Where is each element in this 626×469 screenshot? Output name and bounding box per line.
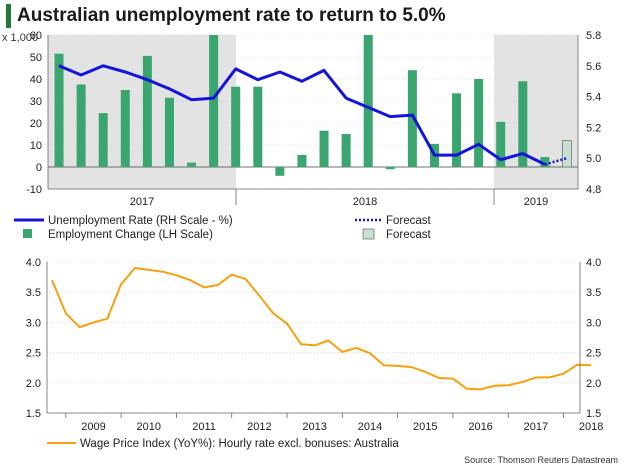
right-tick-label: 5.4 [586, 92, 601, 104]
employment-bar [452, 93, 462, 167]
employment-bar [474, 79, 484, 167]
title-accent-bar [6, 4, 11, 28]
right-tick-label: 5.2 [586, 122, 601, 134]
right-tick-label: 4.0 [586, 257, 601, 269]
year-label: 2017 [130, 196, 154, 208]
unemployment-chart: x 1,000 60 50 40 30 20 10 0 -10 5.8 5.6 5.4 5.2 5.0 4… [2, 30, 601, 241]
year-label: 2015 [413, 421, 437, 433]
right-tick-label: 2.0 [586, 378, 601, 390]
employment-bar [54, 53, 64, 168]
wage-price-line [51, 267, 592, 391]
chart-title: Australian unemployment rate to return t… [17, 5, 446, 26]
legend-swatch-employment [23, 229, 32, 238]
left-tick-label: 3.0 [26, 317, 41, 329]
legend-label-forecast-bar: Forecast [386, 229, 432, 241]
left-tick-label: 10 [30, 140, 42, 152]
shade-2017 [48, 35, 236, 189]
employment-bar [385, 167, 395, 170]
legend-swatch-forecast-bar [362, 228, 375, 240]
employment-bar [164, 97, 174, 167]
employment-bar [231, 86, 241, 167]
employment-bar [363, 35, 373, 167]
employment-bar [76, 84, 86, 167]
right-tick-label: 3.0 [586, 317, 601, 329]
year-label: 2010 [137, 421, 161, 433]
left-tick-label: 50 [30, 52, 42, 64]
left-tick-label: 40 [30, 74, 42, 86]
year-label: 2018 [579, 421, 603, 433]
left-tick-label: 20 [30, 118, 42, 130]
year-label: 2013 [302, 421, 326, 433]
right-tick-label: 1.5 [586, 408, 601, 420]
legend: Wage Price Index (YoY%): Hourly rate exc… [47, 438, 399, 450]
wage-chart: 4.0 3.5 3.0 2.5 2.0 1.5 4.0 3.5 3.0 2.5 2.0 1.5 2009… [26, 257, 604, 450]
employment-bar [518, 81, 528, 167]
left-tick-label: 1.5 [26, 408, 41, 420]
axes: 4.0 3.5 3.0 2.5 2.0 1.5 4.0 3.5 3.0 2.5 2.0 1.5 2009… [26, 257, 604, 433]
year-label: 2017 [524, 421, 548, 433]
left-tick-label: 30 [30, 96, 42, 108]
left-tick-label: 0 [36, 162, 42, 174]
employment-bar [209, 35, 219, 167]
left-tick-label: 3.5 [26, 287, 41, 299]
year-label: 2014 [358, 421, 382, 433]
year-label: 2016 [468, 421, 492, 433]
left-tick-label: -10 [26, 184, 42, 196]
employment-bar [297, 154, 307, 167]
year-label: 2019 [524, 196, 548, 208]
unemployment-line [58, 64, 546, 166]
wage-line [51, 267, 592, 391]
legend-label-wage: Wage Price Index (YoY%): Hourly rate exc… [80, 438, 399, 450]
legend: Unemployment Rate (RH Scale - %) Employme… [14, 215, 432, 241]
forecast-bar [562, 140, 572, 168]
right-tick-label: 2.5 [586, 348, 601, 360]
left-tick-label: 60 [30, 30, 42, 42]
right-tick-label: 3.5 [586, 287, 601, 299]
left-axis-unit: x 1,000 [2, 32, 38, 44]
year-label: 2018 [353, 196, 377, 208]
legend-label-forecast-line: Forecast [386, 215, 432, 227]
right-tick-label: 5.0 [586, 153, 601, 165]
legend-label-employment: Employment Change (LH Scale) [48, 229, 213, 241]
right-tick-label: 4.8 [586, 184, 601, 196]
source-note: Source: Thomson Reuters Datastream [464, 455, 618, 465]
axes: 60 50 40 30 20 10 0 -10 5.8 5.6 5.4 5.2 5.0 4.8 2017 20… [26, 30, 601, 208]
left-tick-label: 4.0 [26, 257, 41, 269]
unemployment-lines [58, 64, 568, 166]
employment-bar [540, 157, 550, 167]
employment-bar [319, 130, 329, 167]
employment-bar [120, 90, 130, 167]
employment-bar [496, 121, 506, 167]
employment-bar [275, 167, 285, 176]
year-label: 2012 [247, 421, 271, 433]
employment-bar [187, 162, 197, 167]
left-tick-label: 2.5 [26, 348, 41, 360]
employment-bar [253, 86, 263, 167]
year-label: 2011 [192, 421, 216, 433]
year-label: 2009 [81, 421, 105, 433]
legend-label-unemployment: Unemployment Rate (RH Scale - %) [48, 215, 233, 227]
employment-bar [407, 70, 417, 167]
right-tick-label: 5.8 [586, 30, 601, 42]
chart-title-block: Australian unemployment rate to return t… [6, 2, 446, 30]
employment-bar [98, 113, 108, 167]
employment-bar [142, 55, 152, 167]
employment-bar [341, 134, 351, 167]
left-tick-label: 2.0 [26, 378, 41, 390]
right-tick-label: 5.6 [586, 61, 601, 73]
grid [47, 261, 580, 414]
